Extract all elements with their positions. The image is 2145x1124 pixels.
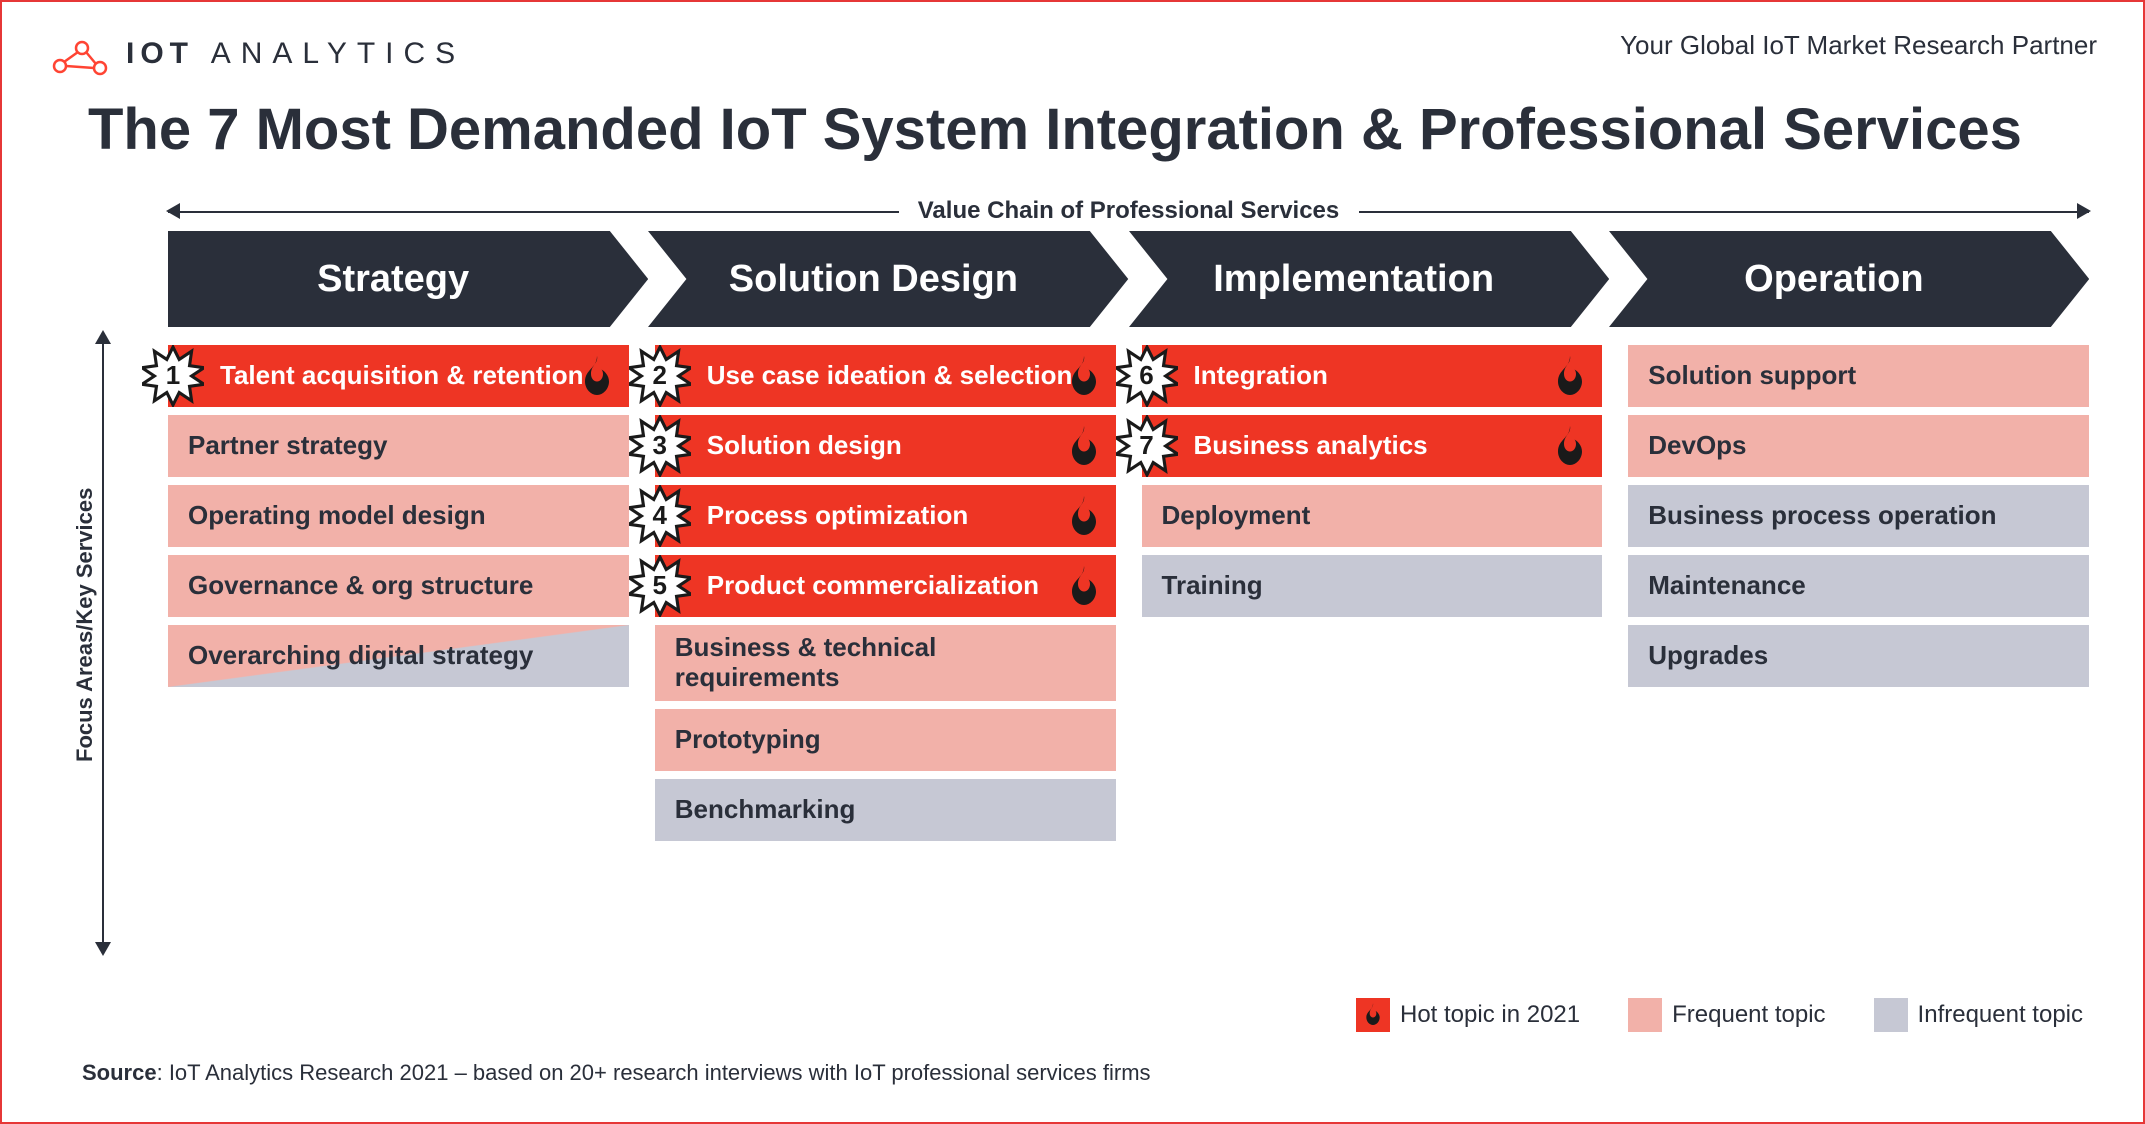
legend-frequent: Frequent topic — [1628, 998, 1825, 1032]
page-title: The 7 Most Demanded IoT System Integrati… — [88, 96, 2097, 163]
chevron-operation: Operation — [1609, 231, 2089, 327]
column-operation: Solution support DevOps Business process o… — [1628, 345, 2089, 841]
legend-hot: Hot topic in 2021 — [1356, 998, 1580, 1032]
logo-text: IOT ANALYTICS — [126, 37, 465, 71]
service-item: Integration6 — [1142, 345, 1603, 407]
column-solution-design: Use case ideation & selection2 Solution d… — [655, 345, 1142, 841]
service-item: Product commercialization5 — [655, 555, 1116, 617]
chain-label-row: Value Chain of Professional Services — [168, 197, 2089, 225]
service-item: Prototyping — [655, 709, 1116, 771]
flame-icon — [1552, 356, 1588, 398]
flame-icon — [1066, 496, 1102, 536]
service-item: Governance & org structure — [168, 555, 629, 617]
service-item: Business process operation — [1628, 485, 2089, 547]
service-item: Business & technical requirements — [655, 625, 1116, 701]
service-item: Upgrades — [1628, 625, 2089, 687]
flame-icon — [1066, 356, 1102, 398]
flame-icon — [1066, 496, 1102, 538]
service-item: DevOps — [1628, 415, 2089, 477]
flame-icon — [1552, 426, 1588, 466]
flame-icon — [1552, 356, 1588, 396]
tagline: Your Global IoT Market Research Partner — [1620, 30, 2097, 61]
y-axis-label: Focus Areas/Key Services — [72, 488, 98, 762]
legend: Hot topic in 2021 Frequent topic Infrequ… — [1356, 998, 2083, 1032]
service-item: Training — [1142, 555, 1603, 617]
flame-icon — [1066, 426, 1102, 468]
rank-badge: 6 — [1116, 345, 1178, 407]
legend-infrequent: Infrequent topic — [1874, 998, 2083, 1032]
flame-icon — [1066, 356, 1102, 396]
flame-icon — [1552, 426, 1588, 468]
rank-badge: 2 — [629, 345, 691, 407]
service-item: Benchmarking — [655, 779, 1116, 841]
service-item: Use case ideation & selection2 — [655, 345, 1116, 407]
service-item: Process optimization4 — [655, 485, 1116, 547]
service-item: Business analytics7 — [1142, 415, 1603, 477]
service-item: Maintenance — [1628, 555, 2089, 617]
header: IOT ANALYTICS Your Global IoT Market Res… — [48, 30, 2097, 78]
chain-label: Value Chain of Professional Services — [910, 197, 1348, 225]
rank-badge: 4 — [629, 485, 691, 547]
chevron-implementation: Implementation — [1129, 231, 1609, 327]
rank-badge: 1 — [142, 345, 204, 407]
chevron-solution-design: Solution Design — [648, 231, 1128, 327]
service-item: Talent acquisition & retention1 — [168, 345, 629, 407]
column-implementation: Integration6 Business analytics7 Deploymen… — [1142, 345, 1629, 841]
flame-icon — [1066, 566, 1102, 608]
service-item: Operating model design — [168, 485, 629, 547]
service-item: Solution design3 — [655, 415, 1116, 477]
service-item: Deployment — [1142, 485, 1603, 547]
y-axis-line — [102, 332, 104, 954]
flame-icon — [1066, 566, 1102, 606]
logo-mark-icon — [48, 30, 112, 78]
flame-icon — [579, 356, 615, 396]
column-strategy: Talent acquisition & retention1 Partner s… — [168, 345, 655, 841]
flame-icon — [579, 356, 615, 398]
brand-logo: IOT ANALYTICS — [48, 30, 465, 78]
service-item: Partner strategy — [168, 415, 629, 477]
columns: Talent acquisition & retention1 Partner s… — [168, 345, 2089, 841]
rank-badge: 5 — [629, 555, 691, 617]
flame-icon — [1363, 1003, 1383, 1027]
service-item: Overarching digital strategy — [168, 625, 629, 687]
source-line: Source: IoT Analytics Research 2021 – ba… — [82, 1060, 1151, 1086]
rank-badge: 3 — [629, 415, 691, 477]
chevron-strategy: Strategy — [168, 231, 648, 327]
chevron-row: StrategySolution DesignImplementationOpe… — [168, 231, 2089, 327]
rank-badge: 7 — [1116, 415, 1178, 477]
value-chain: Value Chain of Professional Services Str… — [168, 197, 2089, 841]
flame-icon — [1066, 426, 1102, 466]
service-item: Solution support — [1628, 345, 2089, 407]
